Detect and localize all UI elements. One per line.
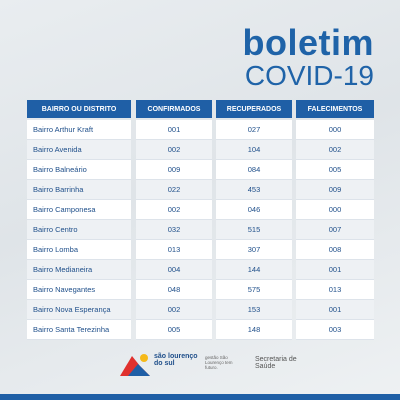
row-label: Bairro Barrinha bbox=[27, 180, 131, 200]
row-label: Bairro Navegantes bbox=[27, 280, 131, 300]
cell-value: 000 bbox=[296, 200, 374, 220]
cell-value: 307 bbox=[216, 240, 292, 260]
row-label: Bairro Medianeira bbox=[27, 260, 131, 280]
cell-value: 004 bbox=[136, 260, 212, 280]
motto: gestão São Lourenço tem futuro. bbox=[205, 355, 233, 370]
cell-value: 104 bbox=[216, 140, 292, 160]
cell-value: 002 bbox=[296, 140, 374, 160]
cell-value: 148 bbox=[216, 320, 292, 340]
logo-text: são lourenço do sul bbox=[154, 353, 198, 367]
cell-value: 027 bbox=[216, 120, 292, 140]
cell-value: 022 bbox=[136, 180, 212, 200]
cell-value: 001 bbox=[296, 260, 374, 280]
row-label: Bairro Arthur Kraft bbox=[27, 120, 131, 140]
logo bbox=[120, 354, 150, 376]
column-header: BAIRRO OU DISTRITO bbox=[27, 100, 131, 118]
cell-value: 013 bbox=[136, 240, 212, 260]
department: Secretaria de Saúde bbox=[255, 356, 297, 370]
row-label: Bairro Santa Terezinha bbox=[27, 320, 131, 340]
cell-value: 048 bbox=[136, 280, 212, 300]
row-label: Bairro Camponesa bbox=[27, 200, 131, 220]
row-label: Bairro Balneário bbox=[27, 160, 131, 180]
cell-value: 000 bbox=[296, 120, 374, 140]
column-header: RECUPERADOS bbox=[216, 100, 292, 118]
cell-value: 032 bbox=[136, 220, 212, 240]
row-label: Bairro Centro bbox=[27, 220, 131, 240]
cell-value: 144 bbox=[216, 260, 292, 280]
cell-value: 005 bbox=[296, 160, 374, 180]
cell-value: 008 bbox=[296, 240, 374, 260]
bottom-bar bbox=[0, 394, 400, 400]
cell-value: 013 bbox=[296, 280, 374, 300]
cell-value: 009 bbox=[296, 180, 374, 200]
subtitle: COVID-19 bbox=[244, 60, 374, 91]
cell-value: 515 bbox=[216, 220, 292, 240]
cell-value: 003 bbox=[296, 320, 374, 340]
cell-value: 084 bbox=[216, 160, 292, 180]
cell-value: 046 bbox=[216, 200, 292, 220]
row-label: Bairro Avenida bbox=[27, 140, 131, 160]
title: boletim bbox=[242, 22, 374, 63]
cell-value: 001 bbox=[296, 300, 374, 320]
row-label: Bairro Lomba bbox=[27, 240, 131, 260]
column-header: CONFIRMADOS bbox=[136, 100, 212, 118]
cell-value: 007 bbox=[296, 220, 374, 240]
cell-value: 002 bbox=[136, 140, 212, 160]
cell-value: 001 bbox=[136, 120, 212, 140]
cell-value: 453 bbox=[216, 180, 292, 200]
cell-value: 153 bbox=[216, 300, 292, 320]
cell-value: 002 bbox=[136, 200, 212, 220]
column-header: FALECIMENTOS bbox=[296, 100, 374, 118]
row-label: Bairro Nova Esperança bbox=[27, 300, 131, 320]
cell-value: 002 bbox=[136, 300, 212, 320]
cell-value: 009 bbox=[136, 160, 212, 180]
cell-value: 005 bbox=[136, 320, 212, 340]
cell-value: 575 bbox=[216, 280, 292, 300]
